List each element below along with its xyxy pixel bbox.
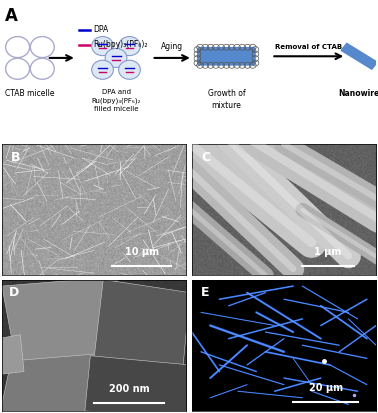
Text: D: D — [9, 286, 20, 299]
Text: E: E — [201, 286, 209, 299]
Polygon shape — [94, 280, 190, 372]
Text: Growth of
mixture: Growth of mixture — [208, 89, 245, 110]
Text: B: B — [11, 151, 21, 164]
Text: 200 nm: 200 nm — [109, 384, 149, 394]
Text: 1 μm: 1 μm — [314, 247, 342, 257]
Circle shape — [119, 37, 140, 56]
Text: A: A — [5, 7, 18, 25]
Text: 10 μm: 10 μm — [125, 247, 159, 257]
Circle shape — [92, 60, 113, 79]
Circle shape — [119, 60, 140, 79]
Polygon shape — [2, 277, 135, 365]
FancyBboxPatch shape — [197, 47, 256, 66]
Text: Ru(bpy)₃(PF₆)₂: Ru(bpy)₃(PF₆)₂ — [93, 40, 147, 49]
Text: DPA: DPA — [93, 26, 108, 35]
Circle shape — [92, 37, 113, 56]
Polygon shape — [0, 335, 24, 374]
Text: CTAB micelle: CTAB micelle — [5, 89, 55, 98]
Polygon shape — [85, 356, 190, 413]
Polygon shape — [341, 43, 377, 69]
Text: C: C — [201, 151, 210, 164]
Text: Aging: Aging — [161, 43, 183, 51]
Text: 20 μm: 20 μm — [309, 382, 343, 392]
Circle shape — [105, 48, 127, 67]
Polygon shape — [0, 352, 122, 413]
Text: Removal of CTAB: Removal of CTAB — [275, 44, 342, 50]
Text: Nanowire: Nanowire — [339, 89, 378, 98]
Text: DPA and
Ru(bpy)₃(PF₆)₂
filled micelle: DPA and Ru(bpy)₃(PF₆)₂ filled micelle — [91, 89, 141, 112]
